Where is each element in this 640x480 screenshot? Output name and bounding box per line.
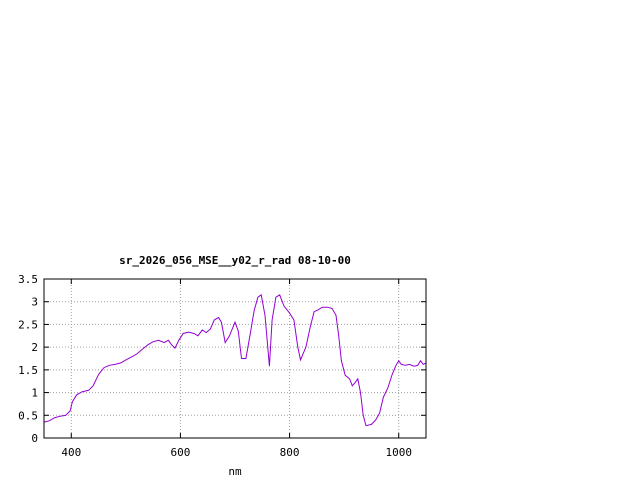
x-tick-label-2: 800 xyxy=(280,446,300,459)
x-axis-label: nm xyxy=(228,465,242,478)
chart-title: sr_2026_056_MSE__y02_r_rad 08-10-00 xyxy=(119,254,351,267)
axis-ticks: 0 0.5 1 1.5 2 2.5 3 3.5 400 600 800 1000 xyxy=(18,273,426,459)
y-tick-label-2: 1 xyxy=(31,387,38,400)
y-tick-label-7: 3.5 xyxy=(18,273,38,286)
series-line xyxy=(43,294,427,427)
grid-lines xyxy=(44,279,426,438)
x-tick-label-3: 1000 xyxy=(385,446,412,459)
y-tick-label-5: 2.5 xyxy=(18,318,38,331)
y-tick-label-6: 3 xyxy=(31,296,38,309)
y-tick-label-3: 1.5 xyxy=(18,364,38,377)
x-tick-label-1: 600 xyxy=(170,446,190,459)
y-tick-label-4: 2 xyxy=(31,341,38,354)
x-tick-label-0: 400 xyxy=(61,446,81,459)
y-tick-label-1: 0.5 xyxy=(18,409,38,422)
y-tick-label-0: 0 xyxy=(31,432,38,445)
plot-frame xyxy=(43,278,427,439)
